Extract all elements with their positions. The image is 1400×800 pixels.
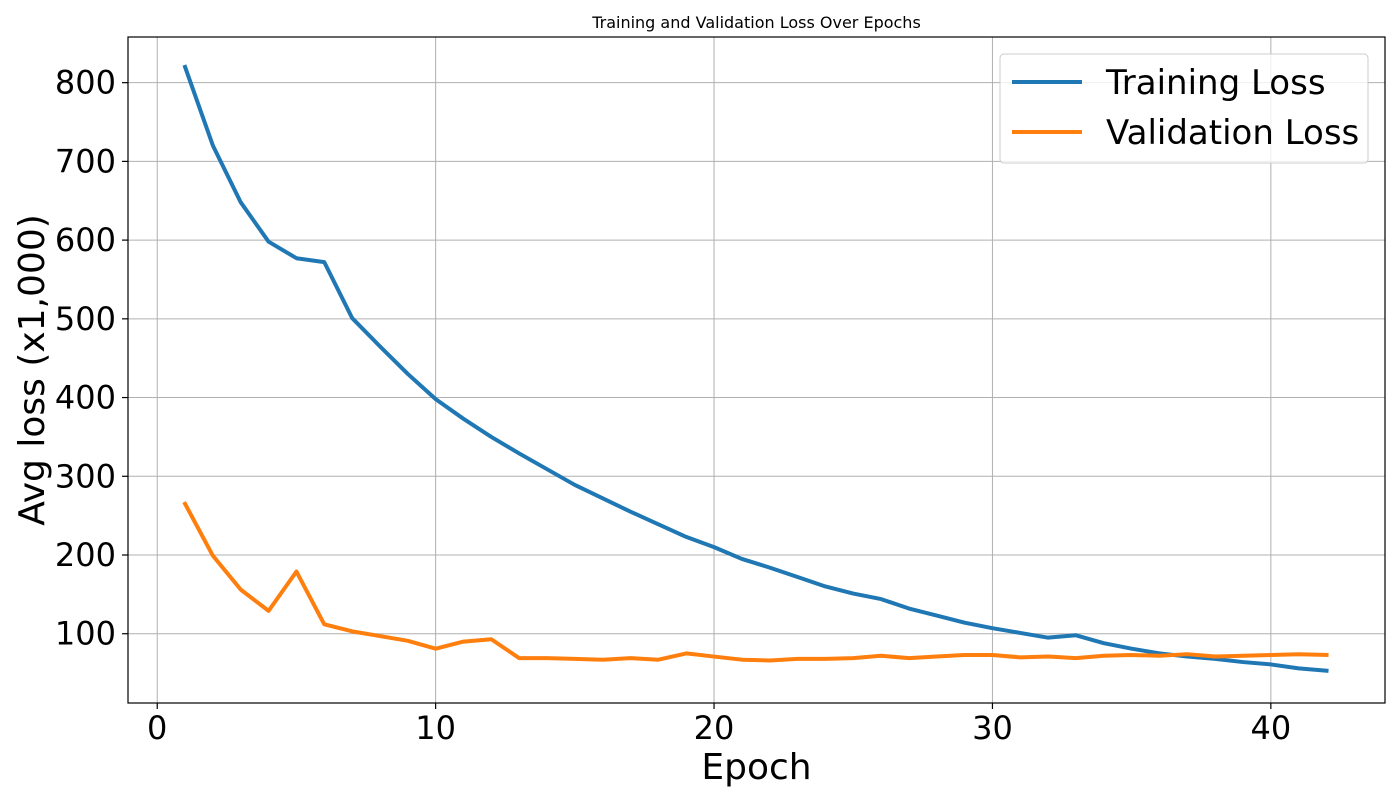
legend-label-training: Training Loss xyxy=(1105,63,1326,103)
y-tick-label: 300 xyxy=(55,457,116,495)
y-axis-label: Avg loss (x1,000) xyxy=(12,214,53,526)
x-tick-label: 20 xyxy=(694,709,735,747)
series-layer xyxy=(182,64,1329,673)
y-tick-label: 800 xyxy=(55,64,116,102)
y-tick-label: 200 xyxy=(55,536,116,574)
plot-frame xyxy=(127,36,1386,704)
legend-label-validation: Validation Loss xyxy=(1106,113,1359,153)
y-tick-label: 600 xyxy=(55,221,116,259)
x-tick-label: 30 xyxy=(972,709,1013,747)
y-tick-label: 500 xyxy=(55,300,116,338)
chart-title: Training and Validation Loss Over Epochs xyxy=(591,13,921,32)
y-tick-label: 400 xyxy=(55,379,116,417)
validation-loss-line xyxy=(182,501,1329,663)
legend: Training Loss Validation Loss xyxy=(999,53,1369,164)
x-tick-label: 40 xyxy=(1250,709,1291,747)
ticks: 0 10 20 30 40 100 200 300 400 500 600 700 800 xyxy=(55,64,1291,747)
x-tick-label: 10 xyxy=(415,709,456,747)
x-tick-label: 0 xyxy=(147,709,167,747)
training-loss-line xyxy=(182,64,1329,673)
y-tick-label: 700 xyxy=(55,142,116,180)
x-axis-label: Epoch xyxy=(701,747,811,788)
y-tick-label: 100 xyxy=(55,615,116,653)
legend-box xyxy=(999,53,1369,164)
